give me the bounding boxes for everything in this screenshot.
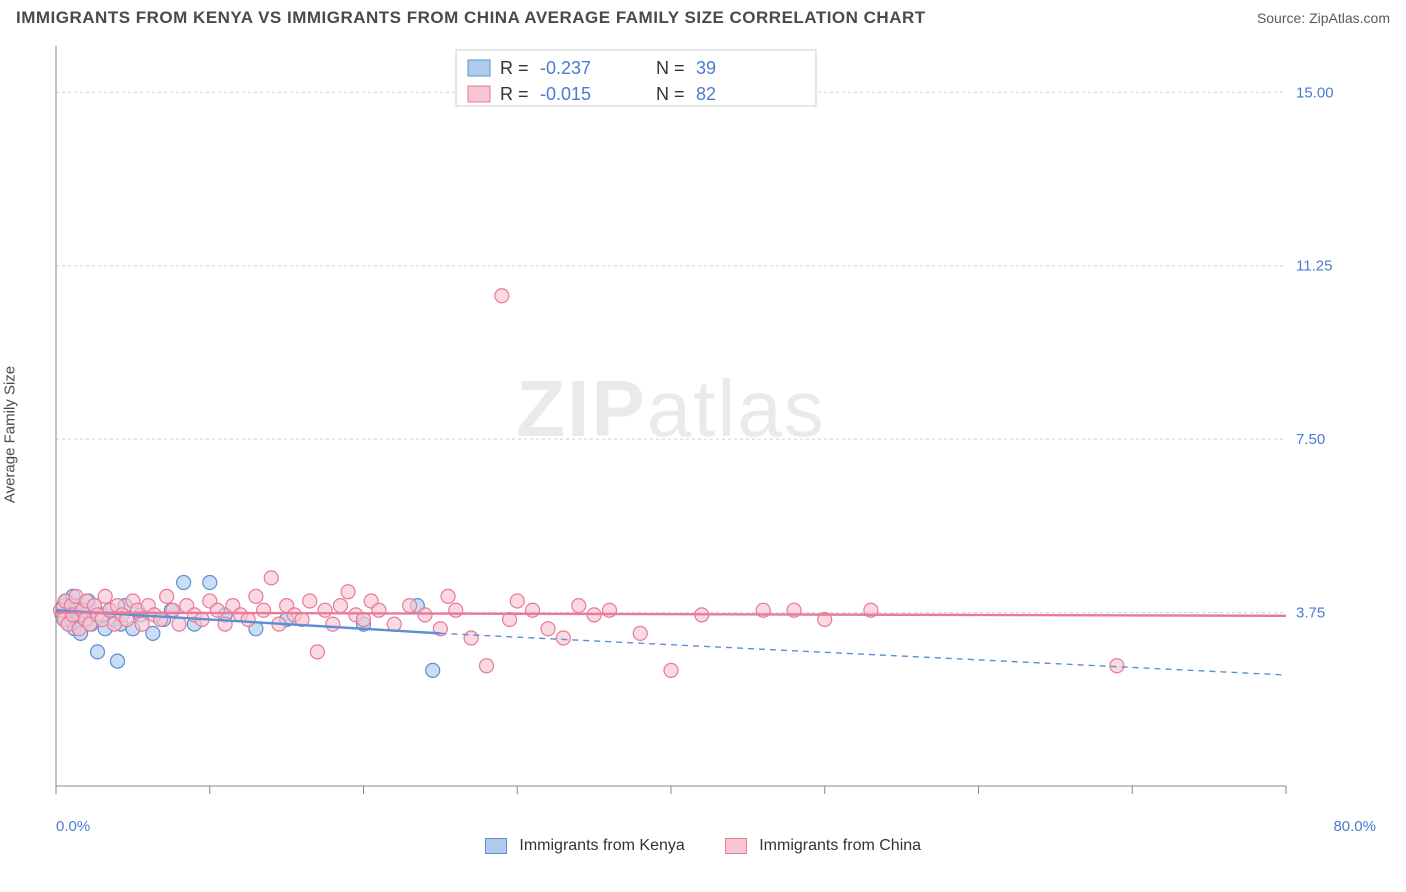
data-point (464, 631, 478, 645)
legend-item-kenya: Immigrants from Kenya (485, 837, 685, 855)
trend-line-extrapolated (440, 633, 1286, 675)
chart-title: IMMIGRANTS FROM KENYA VS IMMIGRANTS FROM… (16, 8, 926, 28)
legend-label-china: Immigrants from China (759, 837, 921, 854)
legend-r-value: -0.237 (540, 58, 591, 78)
scatter-chart: 3.75 7.50 11.25 15.00 ZIPatlas R = -0.237 N = 39… (16, 36, 1346, 816)
data-point (160, 589, 174, 603)
legend-swatch-china (725, 838, 747, 854)
data-point (387, 617, 401, 631)
data-point (572, 599, 586, 613)
data-point (418, 608, 432, 622)
data-point (372, 603, 386, 617)
legend-swatch (468, 86, 490, 102)
legend-r-label: R = (500, 84, 529, 104)
data-point (91, 645, 105, 659)
bottom-legend: Immigrants from Kenya Immigrants from Ch… (0, 837, 1406, 855)
legend-r-label: R = (500, 58, 529, 78)
data-point (426, 663, 440, 677)
data-point (318, 603, 332, 617)
data-point (310, 645, 324, 659)
legend-n-value: 82 (696, 84, 716, 104)
data-point (664, 663, 678, 677)
data-point (333, 599, 347, 613)
data-point (526, 603, 540, 617)
xaxis-start-label: 0.0% (56, 818, 90, 835)
chart-header: IMMIGRANTS FROM KENYA VS IMMIGRANTS FROM… (0, 0, 1406, 32)
ytick-label: 7.50 (1296, 431, 1325, 448)
ytick-label: 15.00 (1296, 84, 1334, 101)
data-point (135, 617, 149, 631)
data-point (166, 603, 180, 617)
source-label: Source: ZipAtlas.com (1257, 10, 1390, 26)
data-point (403, 599, 417, 613)
ytick-label: 3.75 (1296, 605, 1325, 622)
data-point (303, 594, 317, 608)
watermark: ZIPatlas (516, 364, 825, 453)
data-point (556, 631, 570, 645)
xaxis-end-labels: 0.0% 80.0% (56, 818, 1376, 835)
data-point (257, 603, 271, 617)
ytick-label: 11.25 (1296, 258, 1332, 275)
data-point (633, 626, 647, 640)
legend-swatch (468, 60, 490, 76)
data-point (441, 589, 455, 603)
data-point (264, 571, 278, 585)
data-point (326, 617, 340, 631)
data-point (177, 576, 191, 590)
data-point (98, 589, 112, 603)
data-point (449, 603, 463, 617)
xaxis-end-label: 80.0% (1333, 818, 1376, 835)
data-point (357, 613, 371, 627)
legend-item-china: Immigrants from China (725, 837, 921, 855)
legend-n-label: N = (656, 58, 685, 78)
data-point (172, 617, 186, 631)
data-point (154, 613, 168, 627)
data-point (341, 585, 355, 599)
data-point (510, 594, 524, 608)
data-point (203, 576, 217, 590)
legend-n-label: N = (656, 84, 685, 104)
data-point (111, 654, 125, 668)
legend-r-value: -0.015 (540, 84, 591, 104)
legend-swatch-kenya (485, 838, 507, 854)
data-point (480, 659, 494, 673)
data-point (495, 289, 509, 303)
data-point (241, 613, 255, 627)
legend-n-value: 39 (696, 58, 716, 78)
chart-area: Average Family Size 3.757.5011.2515.00ZI… (16, 36, 1390, 816)
legend-label-kenya: Immigrants from Kenya (519, 837, 684, 854)
yaxis-label: Average Family Size (2, 366, 19, 503)
data-point (210, 603, 224, 617)
data-point (541, 622, 555, 636)
data-point (249, 589, 263, 603)
